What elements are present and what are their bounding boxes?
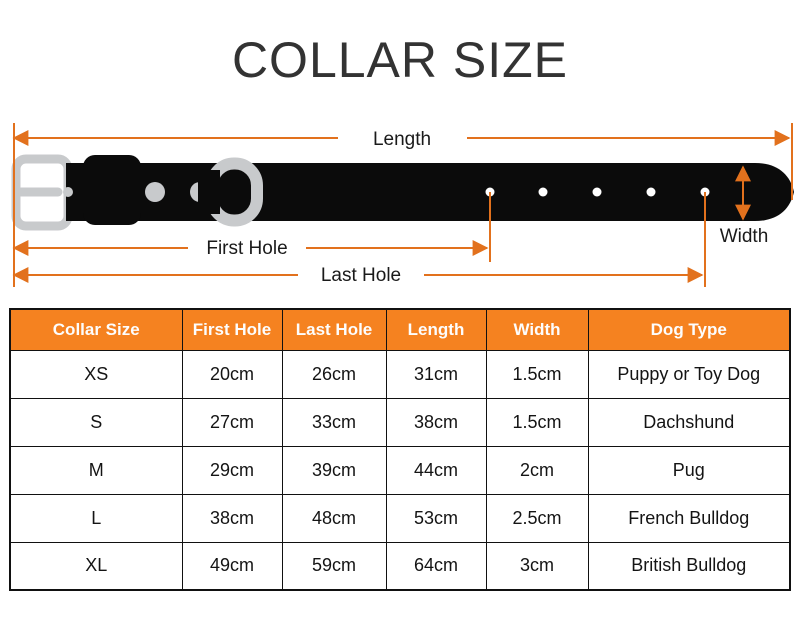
table-cell: 2cm [485,445,589,495]
table-cell: 26cm [281,349,387,399]
table-cell: 1.5cm [485,349,589,399]
column-header: Dog Type [587,308,791,351]
table-cell: M [9,445,183,495]
table-cell: 53cm [385,493,487,543]
table-cell: 2.5cm [485,493,589,543]
column-header: Length [385,308,487,351]
table-cell: Dachshund [587,397,791,447]
table-cell: 38cm [181,493,283,543]
buckle-prong-tip [63,187,73,197]
table-cell: 59cm [281,541,387,591]
table-header-row: Collar Size First Hole Last Hole Length Widt… [9,308,791,351]
table-cell: 38cm [385,397,487,447]
table-cell: British Bulldog [587,541,791,591]
column-header: Width [485,308,589,351]
width-label: Width [720,226,769,247]
table-row: M 29cm 39cm 44cm 2cm Pug [9,445,791,495]
last-hole-label: Last Hole [321,265,401,286]
table-row: S 27cm 33cm 38cm 1.5cm Dachshund [9,397,791,447]
table-cell: 29cm [181,445,283,495]
strap-over-ring [198,170,220,214]
table-cell: 44cm [385,445,487,495]
table-cell: 48cm [281,493,387,543]
table-cell: 27cm [181,397,283,447]
collar-measurement-diagram: Length First Hole Last Hole Width [11,123,794,287]
table-row: L 38cm 48cm 53cm 2.5cm French Bulldog [9,493,791,543]
table-cell: 64cm [385,541,487,591]
page-title: COLLAR SIZE [231,32,569,88]
column-header: First Hole [181,308,283,351]
belt-strap [66,163,794,221]
table-row: Collar Size First Hole Last Hole Length Widt… [9,308,791,351]
column-header: Collar Size [9,308,183,351]
table-cell: S [9,397,183,447]
belt-illustration [11,154,794,231]
table-cell: 20cm [181,349,283,399]
first-hole-label: First Hole [206,238,287,259]
column-header: Last Hole [281,308,387,351]
table-row: XS 20cm 26cm 31cm 1.5cm Puppy or Toy Dog [9,349,791,399]
table-cell: Pug [587,445,791,495]
table-cell: 1.5cm [485,397,589,447]
rivet [145,182,165,202]
table-cell: XL [9,541,183,591]
table-cell: 31cm [385,349,487,399]
table-cell: 3cm [485,541,589,591]
collar-size-table: Collar Size First Hole Last Hole Length Widt… [9,308,791,591]
table-cell: 49cm [181,541,283,591]
table-cell: 33cm [281,397,387,447]
table-body: XS 20cm 26cm 31cm 1.5cm Puppy or Toy Dog S 27cm… [9,349,791,591]
table-row: XL 49cm 59cm 64cm 3cm British Bulldog [9,541,791,591]
length-label: Length [373,129,431,150]
table-cell: XS [9,349,183,399]
table-cell: 39cm [281,445,387,495]
belt-keeper [83,155,141,225]
table-cell: L [9,493,183,543]
table-cell: French Bulldog [587,493,791,543]
table-cell: Puppy or Toy Dog [587,349,791,399]
measurement-annotations: Length First Hole Last Hole Width [12,123,793,287]
